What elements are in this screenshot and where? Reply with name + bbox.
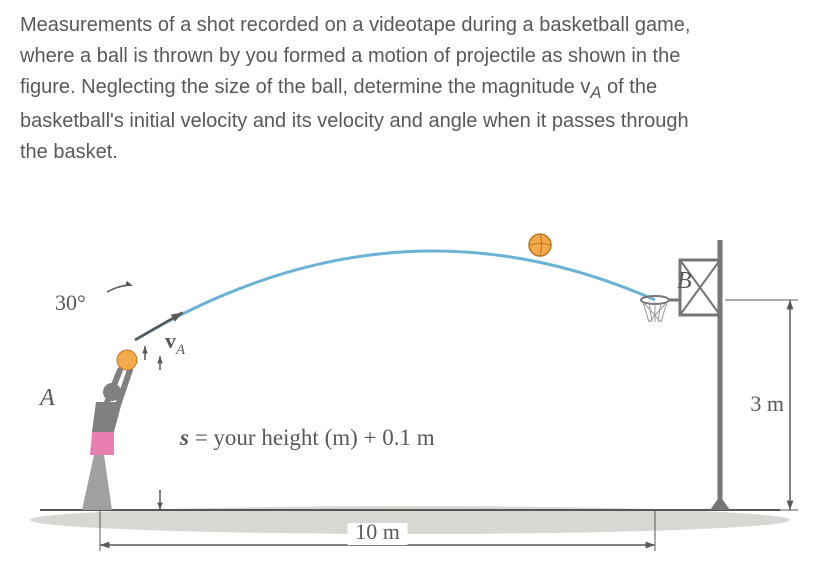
svg-text:10 m: 10 m — [355, 519, 400, 544]
text-line5: the basket. — [20, 141, 118, 163]
svg-text:30°: 30° — [55, 290, 86, 315]
text-line4: basketball's initial velocity and its ve… — [20, 110, 689, 132]
text-line3sub: A — [590, 83, 601, 102]
problem-text: Measurements of a shot recorded on a vid… — [0, 0, 819, 168]
text-line3b: of the — [601, 76, 657, 98]
text-line1: Measurements of a shot recorded on a vid… — [20, 14, 690, 36]
text-line2: where a ball is thrown by you formed a m… — [20, 45, 680, 67]
projectile-figure: 30° A BvA s = your height (m) + 0.1 m 10 m 3 … — [0, 200, 819, 560]
svg-text:s = your height (m) + 0.1 m: s = your height (m) + 0.1 m — [179, 425, 435, 450]
text-line3a: figure. Neglecting the size of the ball,… — [20, 76, 590, 98]
svg-text:vA: vA — [165, 328, 186, 358]
svg-text:A: A — [38, 385, 55, 411]
svg-text:B: B — [677, 268, 692, 294]
svg-text:3 m: 3 m — [750, 391, 784, 416]
